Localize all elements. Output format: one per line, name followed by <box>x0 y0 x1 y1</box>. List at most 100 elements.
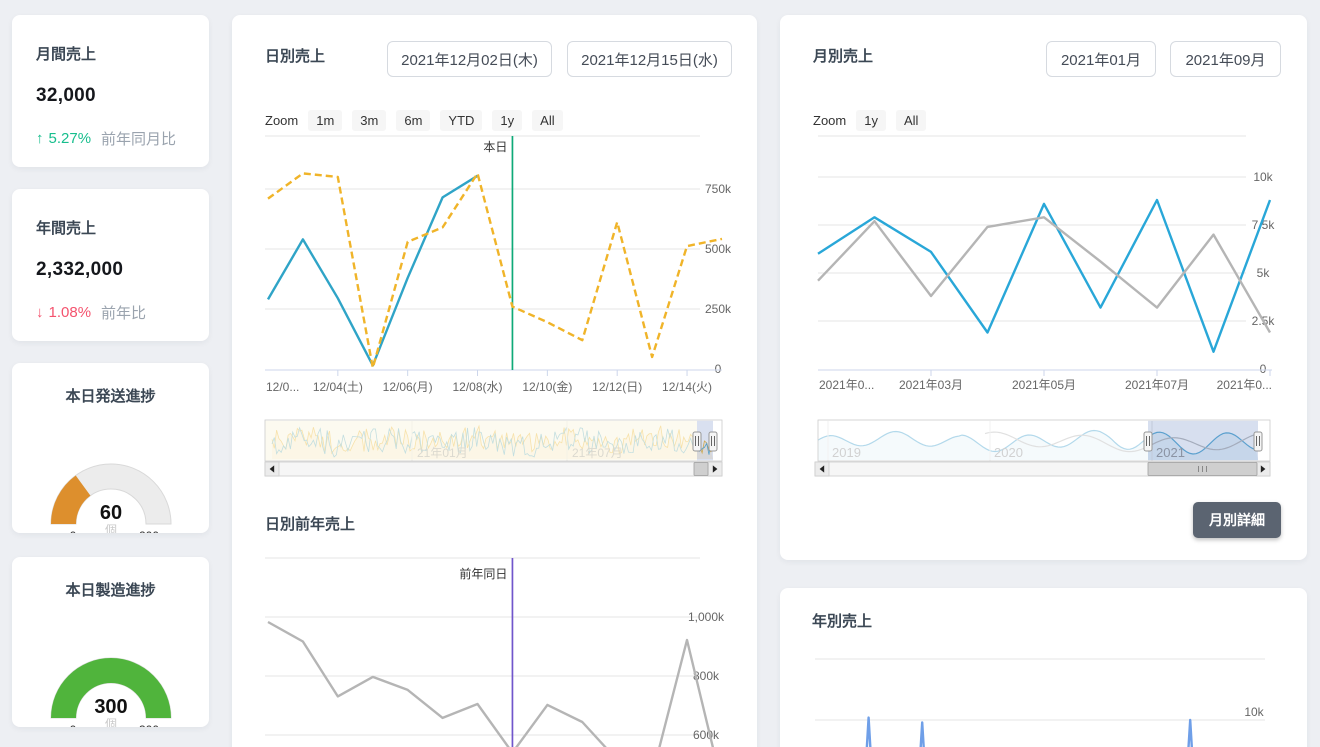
monthly-start-date-input[interactable]: 2021年01月 <box>1046 41 1156 77</box>
navigator-outline <box>817 419 1271 462</box>
y-axis-label: 0 <box>1260 362 1267 376</box>
shipping-progress-gauge: 60個 0 200 <box>50 463 172 533</box>
y-axis-label: 800k <box>693 669 720 683</box>
monthly-detail-button[interactable]: 月別詳細 <box>1193 502 1281 538</box>
x-axis-label: 2021年05月 <box>1012 378 1076 392</box>
gauge-unit: 個 <box>105 523 117 533</box>
gauge-fill <box>51 658 171 718</box>
series-line <box>817 216 1272 334</box>
daily-sales-chart: 750k 500k 250k 0 12/0... 12/04(土) 12/06(月) 12/0… <box>265 135 732 394</box>
navigator-handle[interactable] <box>692 431 702 452</box>
daily-sales-navigator: 21年01月21年07月 <box>264 419 723 477</box>
right-arrow-icon <box>1260 465 1266 473</box>
zoom-label: Zoom <box>813 113 847 128</box>
navigator-selected-range[interactable] <box>1148 420 1258 461</box>
y-axis-label: 1,000k <box>688 610 725 624</box>
daily-zoom-controls: Zoom 1m 3m 6m YTD 1y All <box>265 110 563 131</box>
plotline-label: 前年同日 <box>459 566 507 581</box>
up-arrow-icon: ↑ <box>36 130 44 147</box>
navigator-label: 2021 <box>1156 445 1185 460</box>
x-axis-label: 12/08(水) <box>453 380 503 394</box>
monthly-sales-panel: 月別売上 2021年01月 2021年09月 Zoom 1y All 10k 7.… <box>780 15 1307 560</box>
zoom-ytd-button[interactable]: YTD <box>440 110 483 131</box>
y-axis-label: 7.5k <box>1252 218 1276 232</box>
monthly-end-date-input[interactable]: 2021年09月 <box>1170 41 1281 77</box>
gauge-value: 300 <box>94 696 127 718</box>
manufacturing-progress-card: 本日製造進捗 300個0300 <box>12 557 209 727</box>
zoom-1m-button[interactable]: 1m <box>308 110 343 131</box>
zoom-1y-button[interactable]: 1y <box>856 110 886 131</box>
kpi-value: 32,000 <box>36 85 96 106</box>
manufacturing-progress-gauge: 300個0300 <box>50 657 172 727</box>
zoom-1y-button[interactable]: 1y <box>492 110 523 131</box>
kpi-title: 年間売上 <box>36 220 97 237</box>
navigator-mask-outside <box>818 420 1148 461</box>
gauge-title: 本日発送進捗 <box>65 388 156 405</box>
gauge-min-label: 0 <box>70 723 77 727</box>
x-axis-label: 12/12(日) <box>592 380 642 394</box>
y-axis-label: 750k <box>705 182 732 196</box>
daily-start-date-input[interactable]: 2021年12月02日(木) <box>387 41 552 77</box>
monthly-sales-kpi-card: 月間売上 32,000 ↑ 5.27% 前年同月比 <box>12 15 209 167</box>
gauge-max-label: 300 <box>139 723 159 727</box>
gauge-title: 本日製造進捗 <box>65 582 156 599</box>
shipping-progress-card: 本日発送進捗 60個 0 200 <box>12 363 209 533</box>
zoom-all-button[interactable]: All <box>895 110 927 131</box>
zoom-all-button[interactable]: All <box>532 110 563 131</box>
kpi-delta: ↑ 5.27% 前年同月比 <box>36 128 176 149</box>
kpi-compare-label: 前年同月比 <box>101 131 177 148</box>
right-arrow-icon <box>712 465 718 473</box>
x-axis-label: 12/10(金) <box>522 379 572 394</box>
gauge-fill <box>51 475 91 524</box>
kpi-delta-percent: 5.27% <box>48 130 92 147</box>
daily-sales-panel: 日別売上 2021年12月02日(木) 2021年12月15日(水) Zoom … <box>232 15 757 747</box>
y-axis-label: 5k <box>1257 266 1271 280</box>
monthly-sales-navigator: 201920202021 <box>814 419 1271 477</box>
kpi-compare-label: 前年比 <box>101 305 147 322</box>
series-line <box>865 716 1194 747</box>
gauge-value: 60 <box>100 502 122 524</box>
gauge-max-label: 200 <box>139 529 159 533</box>
series-line <box>266 174 479 367</box>
zoom-label: Zoom <box>265 113 299 128</box>
x-axis-label: 12/06(月) <box>383 380 433 394</box>
x-axis-label: 2021年07月 <box>1125 378 1189 392</box>
series-line <box>267 172 723 370</box>
left-arrow-icon <box>269 465 275 473</box>
navigator-outline <box>264 419 723 462</box>
navigator-handle[interactable] <box>708 431 718 452</box>
x-axis-label: 12/0... <box>266 380 299 394</box>
zoom-6m-button[interactable]: 6m <box>396 110 431 131</box>
daily-prev-year-chart: 1,000k 800k 600k 前年同日 <box>265 557 725 747</box>
plotline-label: 本日 <box>483 140 507 154</box>
scrollbar-thumb[interactable] <box>693 462 709 476</box>
kpi-title: 月間売上 <box>36 46 97 63</box>
monthly-zoom-controls: Zoom 1y All <box>813 110 927 131</box>
y-axis-label: 600k <box>693 728 720 742</box>
left-arrow-icon <box>819 465 825 473</box>
navigator-handle[interactable] <box>1253 431 1263 452</box>
zoom-3m-button[interactable]: 3m <box>352 110 387 131</box>
gauge-min-label: 0 <box>70 529 77 533</box>
panel-title: 日別売上 <box>265 48 326 65</box>
series-line <box>267 620 715 747</box>
yearly-sales-panel: 年別売上 10k <box>780 588 1307 747</box>
series-line <box>817 198 1272 353</box>
y-axis-label: 10k <box>1244 705 1264 719</box>
yearly-sales-kpi-card: 年間売上 2,332,000 ↓ 1.08% 前年比 <box>12 189 209 341</box>
panel-title: 日別前年売上 <box>265 516 356 533</box>
daily-end-date-input[interactable]: 2021年12月15日(水) <box>567 41 732 77</box>
kpi-delta: ↓ 1.08% 前年比 <box>36 302 146 323</box>
scrollbar-track[interactable] <box>264 461 723 477</box>
x-axis-label: 12/14(火) <box>662 380 712 394</box>
panel-title: 月別売上 <box>813 48 874 65</box>
x-axis-label: 2021年0... <box>1217 378 1272 392</box>
navigator-handle[interactable] <box>1143 431 1153 452</box>
x-axis-label: 12/04(土) <box>313 380 363 394</box>
kpi-delta-percent: 1.08% <box>48 304 92 321</box>
x-axis-label: 2021年0... <box>819 378 874 392</box>
y-axis-label: 10k <box>1253 170 1273 184</box>
down-arrow-icon: ↓ <box>36 304 44 321</box>
